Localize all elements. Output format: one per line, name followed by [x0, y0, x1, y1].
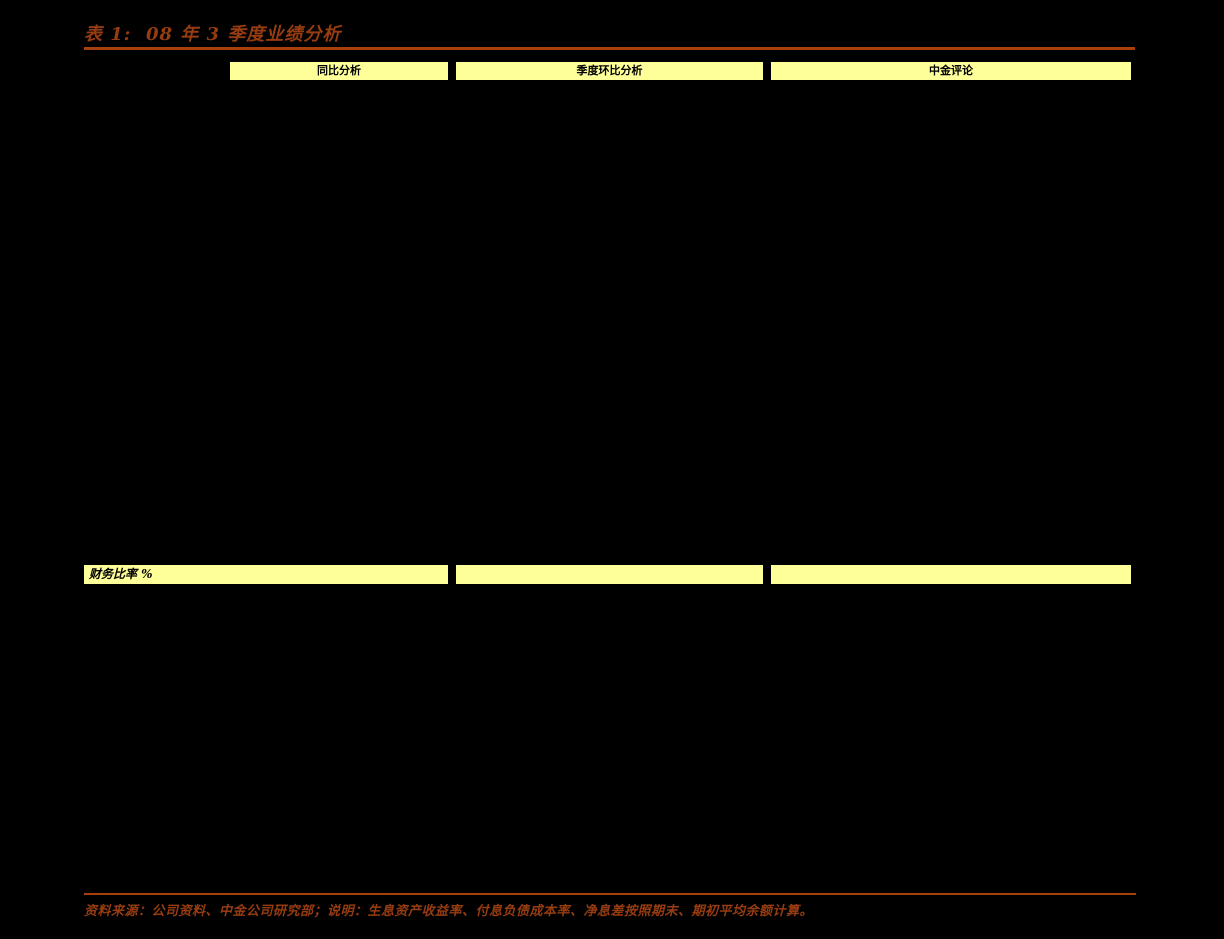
section-header-right-empty: [771, 565, 1131, 584]
source-note: 资料来源：公司资料、中金公司研究部；说明：生息资产收益率、付息负债成本率、净息差…: [84, 904, 814, 919]
column-header-qoq-analysis: 季度环比分析: [456, 62, 763, 80]
section-header-financial-ratios: 财务比率 %: [84, 565, 448, 584]
column-header-cicc-comment: 中金评论: [771, 62, 1131, 80]
title-divider-rule: [84, 47, 1135, 50]
column-header-yoy-analysis: 同比分析: [230, 62, 448, 80]
footer-divider-rule: [84, 893, 1136, 895]
section-header-middle-empty: [456, 565, 763, 584]
table-title: 表 1: 08 年 3 季度业绩分析: [84, 24, 342, 45]
